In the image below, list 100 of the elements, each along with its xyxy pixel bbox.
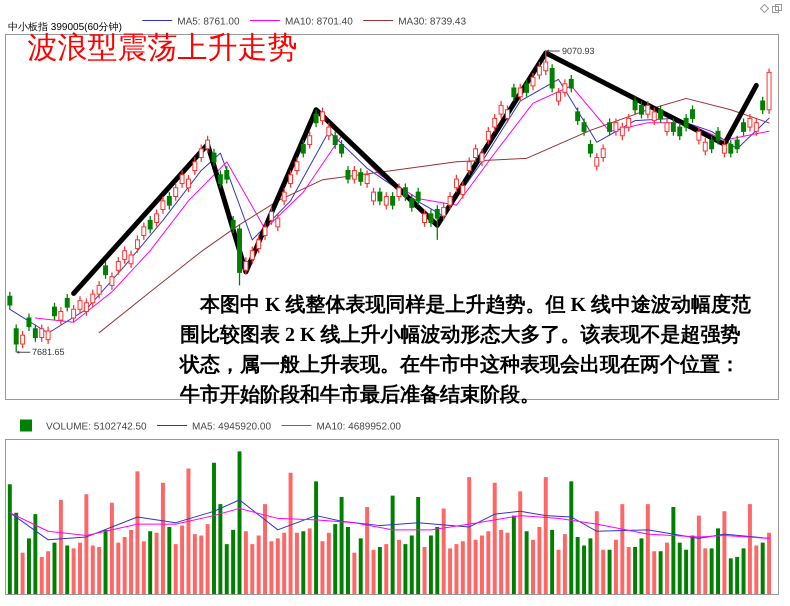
bar bbox=[129, 530, 134, 594]
bar bbox=[301, 531, 306, 594]
bar bbox=[206, 524, 210, 594]
bar bbox=[288, 472, 293, 594]
annotation: 本图中 K 线整体表现同样是上升趋势。但 K 线中途波动幅度范围比较图表 2 K 线上升小幅波动形态大多了。该表现不是超强势状态，属一般上升表现。在牛市中这种表现会出现在两个位置：牛市开始阶段和牛市最后准备结束阶段。 bbox=[180, 292, 752, 408]
bar bbox=[326, 532, 331, 594]
bar bbox=[754, 546, 758, 594]
bar bbox=[97, 546, 102, 594]
bar bbox=[722, 511, 726, 594]
legend-label: MA30: 8739.43 bbox=[398, 16, 466, 28]
bar bbox=[352, 552, 356, 594]
bar bbox=[588, 538, 592, 594]
bar bbox=[601, 550, 606, 594]
bar bbox=[767, 532, 772, 594]
bar bbox=[104, 530, 108, 594]
bar bbox=[269, 541, 274, 594]
bar bbox=[33, 514, 38, 594]
bar bbox=[14, 512, 18, 594]
bar bbox=[728, 558, 733, 594]
legend-label: MA5: 4945920.00 bbox=[192, 421, 272, 432]
bar bbox=[238, 451, 242, 594]
bar bbox=[397, 540, 401, 594]
bar bbox=[154, 532, 159, 594]
bar bbox=[710, 548, 714, 594]
chart-title: 波浪型震荡上升走势 bbox=[28, 31, 298, 64]
bar bbox=[594, 511, 599, 594]
bar bbox=[639, 538, 644, 594]
bar bbox=[320, 541, 324, 594]
bar bbox=[480, 536, 484, 594]
bar bbox=[576, 536, 580, 594]
bar bbox=[250, 544, 254, 594]
bar bbox=[562, 534, 567, 594]
bar bbox=[276, 538, 280, 594]
bar bbox=[167, 526, 172, 594]
bar bbox=[658, 551, 663, 594]
bar bbox=[58, 500, 63, 594]
bar bbox=[174, 544, 178, 594]
bar bbox=[218, 504, 222, 594]
annotation: 7681.65 bbox=[32, 347, 65, 357]
bar bbox=[192, 534, 197, 594]
bar bbox=[340, 497, 344, 594]
bar bbox=[582, 546, 586, 594]
bar bbox=[378, 546, 382, 594]
bar bbox=[626, 546, 631, 594]
chart-subtitle: 中小板指 399005(60分钟) bbox=[8, 21, 122, 33]
bar bbox=[524, 531, 529, 594]
bar bbox=[46, 551, 50, 594]
bar bbox=[186, 468, 190, 594]
bar bbox=[569, 481, 574, 594]
bar bbox=[365, 507, 370, 594]
bar bbox=[110, 502, 114, 594]
bar bbox=[135, 471, 140, 594]
bar bbox=[512, 516, 516, 594]
bar bbox=[314, 481, 318, 594]
bar bbox=[442, 508, 446, 594]
bar bbox=[550, 530, 554, 594]
bar bbox=[294, 532, 299, 594]
bar bbox=[467, 477, 472, 594]
legend-label: VOLUME: 5102742.50 bbox=[46, 421, 148, 432]
bar bbox=[531, 540, 535, 594]
bar bbox=[372, 550, 376, 594]
bar bbox=[646, 504, 650, 594]
bar bbox=[620, 504, 624, 594]
bar bbox=[212, 462, 216, 594]
bar bbox=[671, 507, 676, 594]
bar bbox=[760, 542, 765, 594]
bar bbox=[454, 544, 458, 594]
bar bbox=[506, 532, 510, 594]
bar bbox=[410, 536, 414, 594]
bar bbox=[422, 546, 427, 594]
bar bbox=[556, 550, 560, 594]
bar bbox=[448, 548, 452, 594]
bar bbox=[116, 542, 120, 594]
bar bbox=[84, 494, 88, 594]
bar bbox=[537, 526, 542, 594]
bar bbox=[492, 482, 497, 594]
bar bbox=[20, 552, 25, 594]
bar bbox=[333, 524, 338, 594]
bar bbox=[435, 526, 440, 594]
bar bbox=[308, 528, 312, 594]
bar bbox=[735, 556, 740, 594]
bar bbox=[263, 504, 268, 594]
bar bbox=[403, 544, 408, 594]
bar bbox=[416, 497, 420, 594]
legend-label: MA10: 4689952.00 bbox=[316, 421, 402, 432]
bar bbox=[180, 526, 184, 594]
bar bbox=[231, 530, 236, 594]
bar bbox=[633, 546, 638, 594]
bar bbox=[460, 541, 465, 594]
bar bbox=[499, 530, 504, 594]
bar bbox=[684, 550, 688, 594]
bar bbox=[474, 540, 478, 594]
bar bbox=[665, 542, 669, 594]
bar bbox=[160, 482, 165, 594]
bar bbox=[690, 536, 694, 594]
bar bbox=[148, 531, 152, 594]
bar bbox=[8, 484, 12, 594]
bar bbox=[486, 531, 490, 594]
bar bbox=[256, 536, 261, 594]
bar bbox=[346, 526, 350, 594]
